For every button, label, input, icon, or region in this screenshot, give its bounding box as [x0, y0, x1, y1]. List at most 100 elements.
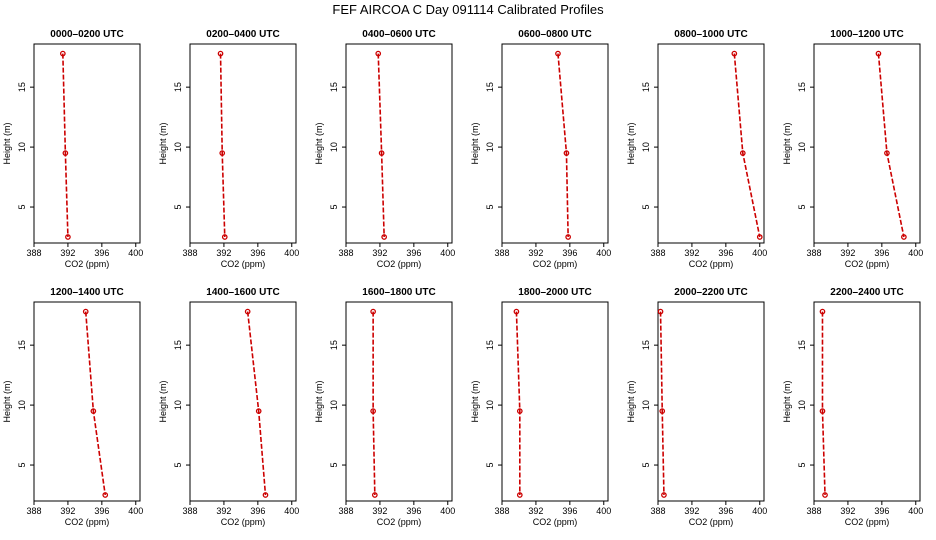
y-tick-label: 15 — [641, 82, 651, 92]
y-tick-label: 5 — [797, 463, 807, 468]
plot-frame — [657, 301, 765, 502]
y-tick-label: 15 — [17, 340, 27, 350]
panel: 1400–1600 UTC 388 392 396 400 5 10 15 CO2 (ppm) H… — [158, 287, 299, 527]
y-axis-label: Height (m) — [470, 122, 480, 164]
profile-point — [516, 408, 523, 414]
x-axis-label: CO2 (ppm) — [533, 259, 578, 269]
profile-point — [659, 408, 666, 414]
y-tick-label: 5 — [17, 463, 27, 468]
profile-line — [733, 53, 761, 238]
profile-line — [659, 311, 665, 496]
y-tick-label: 10 — [329, 142, 339, 152]
plot-frame — [813, 43, 921, 244]
plot-frame — [189, 43, 297, 244]
y-tick-label: 15 — [485, 82, 495, 92]
figure-title: FEF AIRCOA C Day 091114 Calibrated Profi… — [332, 2, 604, 17]
panel: 1600–1800 UTC 388 392 396 400 5 10 15 CO2 (ppm) H… — [314, 287, 455, 527]
profile-point — [756, 234, 763, 240]
x-tick-label: 392 — [372, 506, 387, 516]
x-tick-label: 396 — [406, 248, 421, 258]
x-tick-label: 396 — [718, 248, 733, 258]
plot-frame — [813, 301, 921, 502]
x-tick-label: 396 — [874, 506, 889, 516]
y-axis-label: Height (m) — [626, 122, 636, 164]
y-axis-label: Height (m) — [2, 380, 12, 422]
profile-line — [246, 311, 267, 496]
y-tick-label: 15 — [641, 340, 651, 350]
x-tick-label: 392 — [840, 248, 855, 258]
profile-point — [657, 308, 664, 315]
panel-title: 0600–0800 UTC — [518, 29, 591, 40]
y-tick-label: 5 — [797, 205, 807, 210]
plot-frame — [345, 43, 453, 244]
y-tick-label: 15 — [173, 340, 183, 350]
profile-point — [555, 50, 561, 57]
y-tick-label: 10 — [17, 400, 27, 410]
x-tick-label: 392 — [372, 248, 387, 258]
profile-line — [84, 311, 107, 496]
y-tick-label: 10 — [485, 400, 495, 410]
profile-point — [370, 408, 376, 414]
x-tick-label: 388 — [338, 248, 353, 258]
y-tick-label: 15 — [173, 82, 183, 92]
x-tick-label: 396 — [562, 248, 577, 258]
profile-line — [377, 53, 385, 238]
x-tick-label: 392 — [216, 506, 231, 516]
y-axis-label: Height (m) — [314, 122, 324, 164]
profile-point — [371, 492, 378, 498]
profile-point — [901, 234, 907, 240]
x-tick-label: 396 — [94, 248, 109, 258]
x-tick-label: 388 — [182, 506, 197, 516]
x-tick-label: 400 — [128, 506, 143, 516]
x-tick-label: 396 — [406, 506, 421, 516]
plot-frame — [501, 301, 609, 502]
y-tick-label: 10 — [173, 142, 183, 152]
x-axis-label: CO2 (ppm) — [221, 259, 266, 269]
profile-line — [219, 53, 226, 238]
x-tick-label: 400 — [284, 248, 299, 258]
profile-point — [217, 50, 224, 57]
profile-point — [244, 308, 251, 315]
y-axis-label: Height (m) — [626, 380, 636, 422]
y-tick-label: 10 — [485, 142, 495, 152]
profile-point — [739, 150, 746, 156]
y-axis-label: Height (m) — [2, 122, 12, 164]
x-tick-label: 400 — [440, 506, 455, 516]
x-tick-label: 396 — [250, 506, 265, 516]
profile-point — [516, 492, 523, 498]
x-tick-label: 392 — [684, 506, 699, 516]
x-tick-label: 392 — [840, 506, 855, 516]
x-tick-label: 392 — [216, 248, 231, 258]
x-tick-label: 388 — [650, 248, 665, 258]
x-tick-label: 400 — [128, 248, 143, 258]
x-axis-label: CO2 (ppm) — [377, 517, 422, 527]
y-tick-label: 5 — [17, 205, 27, 210]
y-tick-label: 10 — [797, 142, 807, 152]
profile-point — [875, 50, 882, 57]
profile-point — [819, 408, 826, 414]
x-tick-label: 400 — [440, 248, 455, 258]
y-tick-label: 5 — [329, 205, 339, 210]
y-axis-label: Height (m) — [782, 380, 792, 422]
x-tick-label: 388 — [806, 248, 821, 258]
profile-point — [381, 234, 388, 240]
profile-point — [375, 50, 382, 57]
profile-point — [884, 150, 890, 156]
plot-frame — [33, 301, 141, 502]
profile-point — [565, 234, 571, 240]
profile-point — [255, 408, 262, 414]
y-axis-label: Height (m) — [158, 122, 168, 164]
x-tick-label: 388 — [494, 506, 509, 516]
x-tick-label: 400 — [284, 506, 299, 516]
panel: 2200–2400 UTC 388 392 396 400 5 10 15 CO2 (ppm) H… — [782, 287, 923, 527]
profile-point — [563, 150, 570, 156]
y-tick-label: 10 — [641, 142, 651, 152]
panel-title: 1400–1600 UTC — [206, 287, 279, 298]
x-tick-label: 396 — [94, 506, 109, 516]
x-tick-label: 392 — [528, 248, 543, 258]
x-tick-label: 388 — [806, 506, 821, 516]
y-tick-label: 15 — [329, 82, 339, 92]
panel-title: 0000–0200 UTC — [50, 29, 123, 40]
x-tick-label: 388 — [494, 248, 509, 258]
